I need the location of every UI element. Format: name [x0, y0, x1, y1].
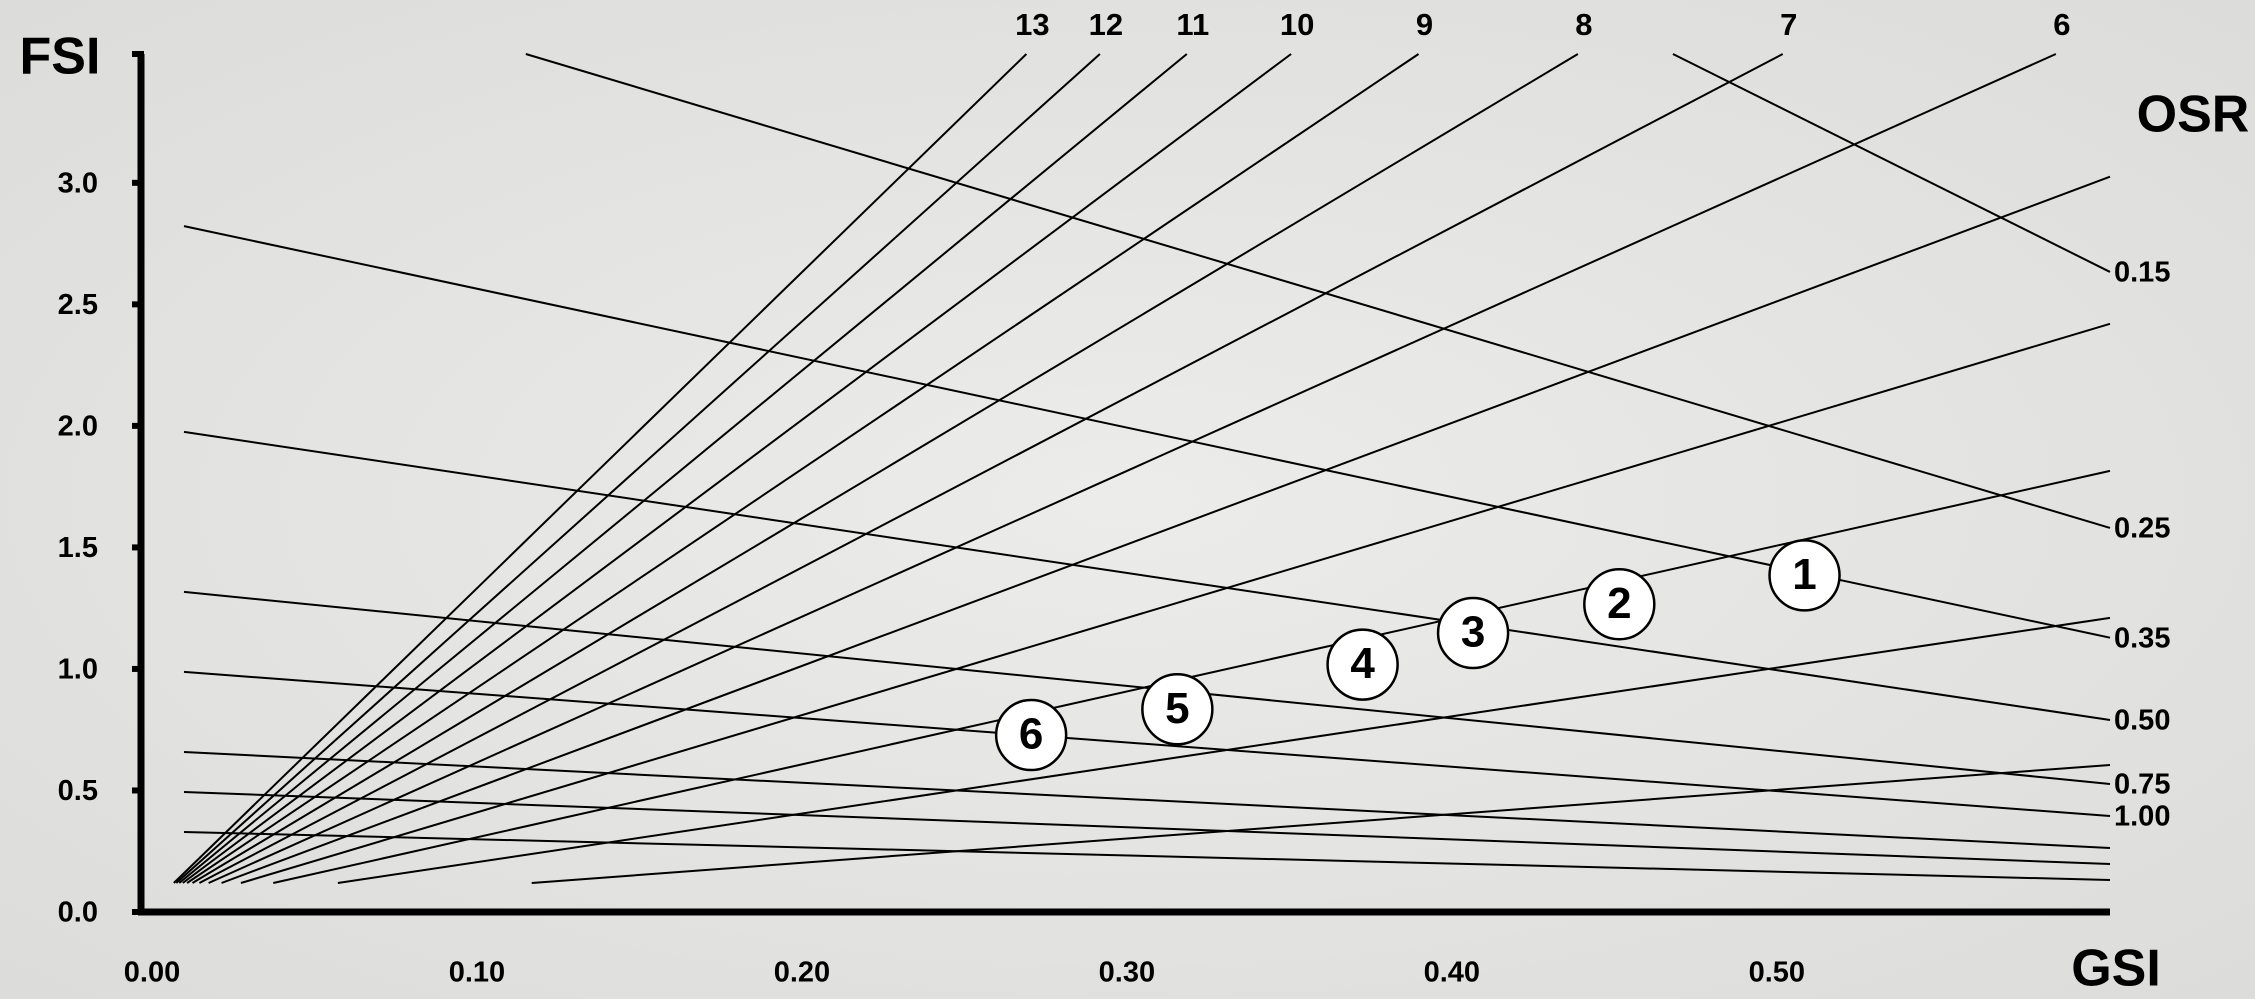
- point-label: 4: [1350, 639, 1375, 688]
- osr-line: [525, 53, 2111, 529]
- osr-value-label: 0.50: [2114, 705, 2170, 737]
- point: [1326, 628, 1399, 701]
- osr-line: [183, 750, 2111, 849]
- x-tick-label: 0.30: [1099, 957, 1155, 989]
- y-axis-label: FSI: [20, 28, 101, 86]
- osr-value-label: 0.25: [2114, 513, 2170, 545]
- point-label: 5: [1165, 684, 1189, 733]
- layer-line: [198, 53, 1784, 884]
- point: [1141, 673, 1214, 746]
- layer-line: [186, 53, 1420, 884]
- osr-value-label: 0.15: [2114, 257, 2170, 289]
- layer-label: 12: [1089, 7, 1123, 42]
- point: [1583, 568, 1656, 641]
- layer-line: [221, 175, 2111, 884]
- layer-label: 10: [1280, 7, 1314, 42]
- layer-line: [175, 53, 1101, 884]
- y-tick-label: 1.5: [58, 532, 98, 564]
- osr-label: OSR: [2137, 86, 2250, 144]
- point-label: 3: [1461, 608, 1485, 657]
- x-tick-label: 0.10: [449, 957, 505, 989]
- x-axis-label: GSI: [2071, 940, 2161, 998]
- osr-line: [183, 670, 2111, 817]
- layer-line: [208, 53, 2057, 884]
- layer-line: [531, 763, 2111, 884]
- x-tick-label: 0.50: [1749, 957, 1805, 989]
- layer-label: 7: [1780, 7, 1797, 42]
- y-tick-label: 2.5: [58, 289, 98, 321]
- point-label: 2: [1607, 579, 1631, 628]
- x-tick-label: 0.40: [1424, 957, 1480, 989]
- point: [1768, 539, 1841, 612]
- osr-value-label: 0.75: [2114, 769, 2170, 801]
- osr-value-label: 0.35: [2114, 622, 2170, 654]
- x-tick-label: 0.00: [124, 957, 180, 989]
- layer-line: [240, 322, 2111, 884]
- y-tick-label: 0.0: [58, 897, 98, 929]
- layer-line: [173, 53, 1028, 884]
- layer-label: 6: [2053, 7, 2070, 42]
- y-tick-label: 1.0: [58, 654, 98, 686]
- layer-label: 9: [1416, 7, 1433, 42]
- point-label: 6: [1019, 710, 1043, 759]
- y-tick-label: 0.5: [58, 775, 98, 807]
- layer-label: 13: [1015, 7, 1049, 42]
- layer-label: 8: [1575, 7, 1592, 42]
- osr-line: [1672, 53, 2111, 273]
- layer-line: [178, 53, 1188, 884]
- layer-line: [182, 53, 1292, 884]
- x-tick-label: 0.20: [774, 957, 830, 989]
- point-label: 1: [1792, 550, 1816, 599]
- osr-line: [183, 590, 2111, 785]
- y-tick-label: 3.0: [58, 167, 98, 199]
- y-tick-label: 2.0: [58, 411, 98, 443]
- point: [994, 698, 1068, 772]
- osr-line: [183, 790, 2111, 865]
- osr-line: [183, 430, 2111, 721]
- osr-line: [183, 830, 2111, 881]
- layer-line: [191, 53, 1579, 884]
- layer-label: 11: [1176, 7, 1209, 42]
- point: [1436, 596, 1510, 670]
- osr-value-label: 1.00: [2114, 801, 2170, 833]
